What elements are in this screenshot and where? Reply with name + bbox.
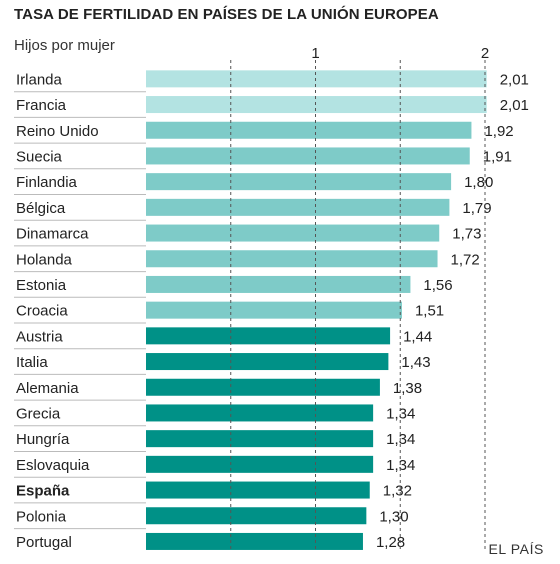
value-label: 1,73 — [452, 226, 481, 243]
category-label: Irlanda — [16, 71, 63, 88]
chart-subtitle: Hijos por mujer — [14, 37, 115, 54]
bar — [146, 70, 487, 88]
category-label: Finlandia — [16, 174, 78, 191]
category-label: Suecia — [16, 148, 63, 165]
bar — [146, 121, 472, 139]
bar — [146, 532, 363, 550]
category-label: Hungría — [16, 431, 70, 448]
value-label: 1,34 — [386, 457, 415, 474]
value-label: 1,92 — [484, 123, 513, 140]
tick-label: 2 — [481, 45, 489, 62]
value-label: 2,01 — [500, 71, 529, 88]
bar — [146, 430, 374, 448]
bar — [146, 327, 391, 345]
bar — [146, 173, 452, 191]
category-label: Bélgica — [16, 200, 66, 217]
bar — [146, 224, 440, 242]
value-label: 1,28 — [376, 534, 405, 551]
category-label: Eslovaquia — [16, 457, 90, 474]
category-label: Grecia — [16, 405, 61, 422]
source-credit: EL PAÍS — [488, 541, 544, 557]
value-label: 1,44 — [403, 328, 432, 345]
category-label: Austria — [16, 328, 63, 345]
bar — [146, 507, 367, 525]
value-label: 1,80 — [464, 174, 493, 191]
tick-label: 1 — [311, 45, 319, 62]
category-label: Reino Unido — [16, 123, 99, 140]
bar — [146, 378, 380, 396]
category-label: Holanda — [16, 251, 73, 268]
value-label: 1,79 — [462, 200, 491, 217]
value-label: 1,30 — [379, 508, 408, 525]
category-label: Francia — [16, 97, 67, 114]
category-label: Alemania — [16, 380, 79, 397]
category-label: España — [16, 483, 70, 500]
value-label: 1,72 — [451, 251, 480, 268]
bar — [146, 353, 389, 371]
category-label: Dinamarca — [16, 226, 89, 243]
bar — [146, 96, 487, 114]
value-label: 1,51 — [415, 303, 444, 320]
chart-title: TASA DE FERTILIDAD EN PAÍSES DE LA UNIÓN… — [14, 6, 439, 23]
category-label: Estonia — [16, 277, 67, 294]
value-label: 1,32 — [383, 483, 412, 500]
value-label: 1,38 — [393, 380, 422, 397]
bar — [146, 404, 374, 422]
bar — [146, 147, 470, 165]
category-label: Croacia — [16, 303, 68, 320]
value-label: 1,91 — [483, 148, 512, 165]
value-label: 1,34 — [386, 405, 415, 422]
bar — [146, 275, 411, 293]
bar — [146, 455, 374, 473]
bar — [146, 301, 402, 319]
value-label: 2,01 — [500, 97, 529, 114]
category-label: Italia — [16, 354, 48, 371]
value-label: 1,43 — [401, 354, 430, 371]
category-label: Portugal — [16, 534, 72, 551]
value-label: 1,56 — [423, 277, 452, 294]
bar — [146, 481, 370, 499]
bar — [146, 250, 438, 268]
bar — [146, 198, 450, 216]
category-label: Polonia — [16, 508, 67, 525]
